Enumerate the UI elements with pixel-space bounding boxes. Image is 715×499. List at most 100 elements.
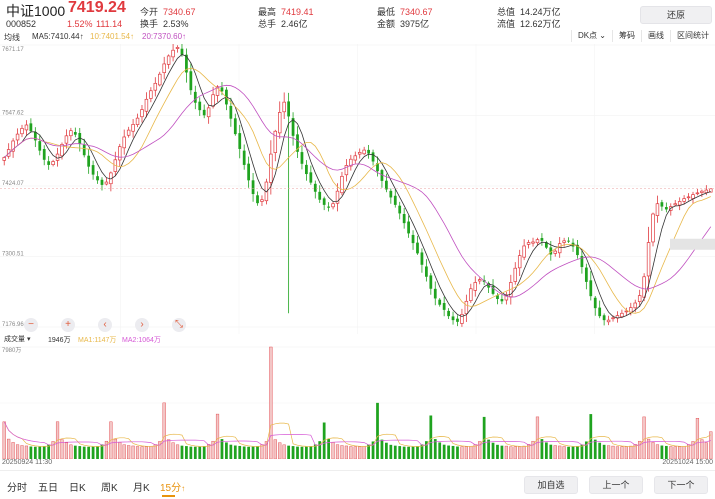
volume-bar-up [69, 444, 73, 459]
volume-bar-down [385, 442, 388, 459]
volume-axis-top: 7980万 [2, 347, 21, 354]
volume-bar-up [527, 444, 531, 459]
volume-bar-down [393, 445, 397, 459]
candle-down [229, 105, 233, 119]
candle-down [376, 163, 379, 172]
volume-bar-down [491, 442, 495, 459]
candle-down [398, 205, 402, 214]
candle-down [544, 242, 548, 248]
restore-button[interactable]: 还原 [640, 6, 712, 24]
tab-15min-label: 15分 [160, 483, 182, 494]
volume-bar-up [633, 444, 637, 459]
candle-up [642, 276, 646, 298]
candle-up [620, 312, 624, 318]
candle-up [531, 241, 535, 244]
candle-down [598, 307, 602, 317]
candle-down [87, 155, 91, 167]
candle-down [256, 195, 259, 204]
volume-bar-up [207, 444, 211, 459]
volume-bar-down [327, 439, 330, 459]
candle-up [2, 157, 6, 161]
candle-up [629, 307, 633, 313]
candle-up [211, 94, 215, 107]
candle-up [646, 242, 651, 277]
price-axis-label: 7424.07 [2, 181, 24, 187]
volume-bar-down [411, 446, 415, 459]
volume-bar-down [193, 446, 197, 459]
volume-bar-down [309, 446, 313, 459]
candle-up [633, 302, 637, 309]
volume-bar-up [340, 445, 344, 459]
ma-type-selector[interactable]: 均线 [4, 33, 20, 42]
scroll-right-icon[interactable]: › [135, 318, 149, 332]
stat-label: 流值 [497, 19, 516, 29]
volume-bar-up [215, 413, 220, 459]
candle-up [695, 192, 700, 195]
candle-down [371, 152, 375, 162]
volume-bar-down [580, 444, 584, 459]
volume-bar-down [584, 441, 588, 459]
tab-five-day[interactable]: 五日 [38, 483, 58, 494]
quote-header: 中证1000 7419.24 000852 1.52% 111.14 今开 734… [0, 0, 715, 31]
add-watchlist-button[interactable]: 加自选 [524, 476, 578, 494]
candle-up [331, 203, 335, 208]
volume-bar-up [509, 446, 513, 459]
tab-15min[interactable]: 15分↑ [160, 479, 185, 497]
ma20-label: 20:7370.60↑ [142, 32, 187, 41]
previous-button[interactable]: 上一个 [589, 476, 643, 494]
next-button[interactable]: 下一个 [654, 476, 708, 494]
volume-bar-down [318, 441, 322, 459]
price-marker-box [670, 238, 715, 250]
candle-down [380, 170, 384, 181]
volume-bar-up [113, 438, 117, 459]
tab-intraday[interactable]: 分时 [7, 483, 27, 494]
candle-down [29, 123, 33, 132]
candle-up [6, 149, 11, 157]
candle-down [318, 191, 322, 200]
candle-up [166, 55, 171, 65]
draw-line-tool[interactable]: 画线 [641, 30, 670, 42]
candle-up [340, 175, 344, 194]
candle-up [60, 144, 64, 157]
volume-bar-down [313, 444, 317, 459]
candle-down [567, 240, 570, 242]
candle-up [162, 63, 166, 74]
zoom-out-icon[interactable]: − [24, 318, 38, 332]
zoom-in-icon[interactable]: + [61, 318, 75, 332]
ma20-line [3, 84, 712, 298]
volume-bar-down [500, 445, 504, 459]
range-stats-tool[interactable]: 区间统计 [670, 30, 715, 42]
scroll-left-icon[interactable]: ‹ [98, 318, 112, 332]
volume-bar-down [589, 414, 593, 459]
candle-down [420, 252, 424, 265]
reset-zoom-icon[interactable]: ⤡ [172, 318, 186, 332]
volume-bar-up [673, 446, 677, 459]
volume-bar-down [247, 446, 251, 459]
volume-bar-up [620, 446, 624, 459]
tab-weekly-k[interactable]: 周K [101, 483, 118, 494]
candle-up [153, 82, 158, 91]
volume-bar-down [47, 444, 51, 459]
volume-bar-up [473, 444, 477, 459]
candle-up [522, 245, 526, 258]
time-axis-start: 20250924 11:30 [2, 459, 53, 466]
time-axis-end: 20251024 15:00 [662, 459, 713, 466]
candlestick-chart[interactable]: 7671.17 7547.62 7424.07 7300.51 7176.96 [0, 44, 715, 334]
candle-down [402, 214, 406, 224]
tab-daily-k[interactable]: 日K [69, 483, 86, 494]
volume-bar-up [64, 442, 69, 459]
candle-down [438, 299, 442, 305]
volume-bar-down [82, 446, 86, 459]
indicator-selector[interactable]: 成交量 ▾ [4, 334, 44, 344]
chips-tool[interactable]: 筹码 [612, 30, 641, 42]
volume-bar-down [389, 444, 393, 459]
volume-bar-up [513, 446, 517, 459]
stat-label: 今开 [140, 7, 159, 17]
volume-bar-up [344, 445, 348, 459]
volume-chart[interactable]: 7980万 [0, 345, 715, 459]
volume-bar-down [96, 446, 99, 459]
dk-point-tool[interactable]: DK点 ⌄ [570, 30, 612, 42]
volume-bar-up [167, 439, 171, 459]
candle-down [589, 280, 593, 297]
tab-monthly-k[interactable]: 月K [133, 483, 150, 494]
